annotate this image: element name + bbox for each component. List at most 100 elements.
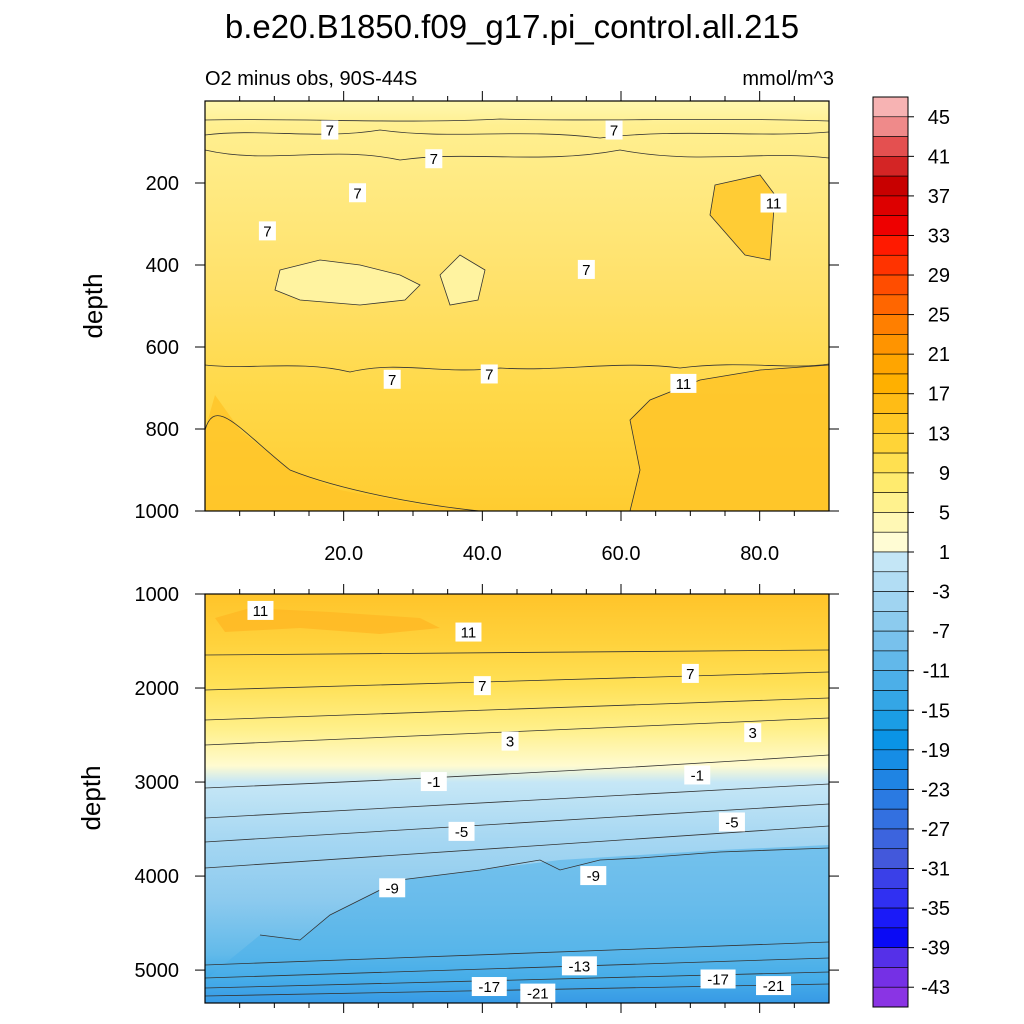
colorbar-box — [872, 769, 909, 790]
upper-contour-line-5 — [204, 415, 481, 512]
colorbar-box — [872, 433, 909, 454]
colorbar-box — [872, 156, 909, 177]
colorbar-box — [872, 531, 909, 553]
upper-contour-label: 7 — [430, 151, 438, 168]
colorbar-label: -39 — [921, 938, 950, 960]
colorbar-boxes — [872, 96, 909, 1008]
upper-contour-label: 7 — [485, 366, 493, 383]
lower-contour-label: 3 — [749, 725, 757, 742]
colorbar-box — [872, 927, 909, 948]
colorbar-label: -15 — [921, 700, 950, 722]
colorbar-box — [872, 848, 909, 869]
lower-panel: 11 11 7 7 3 3 -1 -1 -5 -5 -9 -9 -13 -17 -17 -21 -21 1000… — [76, 584, 839, 1013]
upper-contour-line-9 — [709, 174, 776, 261]
colorbar-box — [872, 709, 909, 731]
upper-x-tick-label: 40.0 — [463, 543, 502, 565]
upper-contour-label-box — [605, 120, 623, 140]
lower-contour-label-box — [455, 622, 482, 642]
lower-contour-label-box — [471, 977, 507, 997]
colorbar-label: 17 — [928, 384, 950, 406]
lower-contour-label: -17 — [478, 979, 500, 996]
colorbar-label: 21 — [928, 344, 950, 366]
upper-contour-labels: 7 7 7 7 7 11 7 7 7 11 — [258, 120, 787, 393]
lower-contour-label: -13 — [569, 958, 591, 975]
colorbar-box — [872, 195, 909, 216]
colorbar-box — [872, 215, 909, 236]
lower-contour-label-box — [718, 812, 745, 832]
lower-y-tick-label: 5000 — [135, 960, 180, 982]
colorbar-box — [872, 789, 909, 810]
colorbar-box — [872, 690, 909, 711]
colorbar-box — [872, 254, 909, 276]
lower-contour-line-5 — [204, 754, 830, 789]
colorbar-box — [872, 591, 909, 612]
lower-contour-label-box — [448, 821, 475, 841]
upper-contour-label-box — [321, 120, 339, 140]
lower-x-ticks — [239, 584, 795, 1013]
upper-x-ticks: 20.0 40.0 60.0 80.0 — [239, 91, 795, 565]
upper-x-tick-label: 20.0 — [324, 543, 363, 565]
upper-y-tick-label: 200 — [146, 173, 179, 195]
upper-x-tick-label: 60.0 — [602, 543, 641, 565]
lower-contour-label-box — [420, 772, 447, 792]
upper-contour-line-1 — [204, 118, 830, 122]
chart-title: b.e20.B1850.f09_g17.pi_control.all.215 — [225, 8, 799, 45]
upper-contour-label: 7 — [388, 372, 396, 389]
colorbar-label: -27 — [921, 819, 950, 841]
colorbar-label: -35 — [921, 898, 950, 920]
colorbar-box — [872, 808, 909, 830]
upper-y-tick-label: 1000 — [135, 501, 180, 523]
lower-contour-label-box — [520, 983, 556, 1003]
colorbar-label: 5 — [939, 502, 950, 524]
lower-contour-label: 3 — [506, 734, 514, 751]
upper-y-tick-label: 400 — [146, 255, 179, 277]
lower-contour-line-6 — [204, 783, 830, 819]
colorbar-label: 41 — [928, 146, 950, 168]
lower-contour-label: -5 — [725, 814, 738, 831]
upper-contour-line-7 — [274, 259, 421, 306]
colorbar-label: 9 — [939, 463, 950, 485]
upper-contour-label-box — [425, 149, 443, 169]
colorbar-label: -43 — [921, 977, 950, 999]
colorbar-box — [872, 749, 909, 770]
colorbar-label: -3 — [932, 582, 950, 604]
colorbar-box — [872, 729, 909, 751]
upper-y-tick-label: 800 — [146, 419, 179, 441]
colorbar-label: -11 — [923, 661, 950, 683]
subtitle-left: O2 minus obs, 90S-44S — [205, 68, 417, 90]
upper-warm-patch-left — [205, 395, 480, 511]
colorbar-label: -23 — [921, 779, 950, 801]
subtitle-right: mmol/m^3 — [742, 68, 834, 90]
colorbar-box — [872, 393, 909, 414]
upper-contour-label: 7 — [610, 123, 618, 140]
colorbar-box — [872, 314, 909, 335]
colorbar-box — [872, 512, 909, 533]
upper-contour-label-box — [258, 221, 276, 241]
upper-x-tick-label: 80.0 — [740, 543, 779, 565]
upper-contour-line-2 — [204, 129, 830, 139]
colorbar-box — [872, 630, 909, 652]
lower-contour-label: 7 — [686, 666, 694, 683]
lower-contour-line-2 — [204, 671, 830, 691]
colorbar-box — [872, 947, 909, 968]
lower-contour-label: -1 — [691, 767, 704, 784]
lower-contour-line-1 — [204, 649, 830, 656]
lower-y-tick-label: 1000 — [135, 584, 180, 606]
lower-contour-label-box — [744, 723, 762, 743]
colorbar-box — [872, 116, 909, 137]
colorbar-box — [872, 353, 909, 375]
colorbar-label: -31 — [921, 859, 950, 881]
colorbar-box — [872, 670, 909, 691]
lower-contour-label-box — [684, 765, 711, 785]
lower-contour-label: -9 — [386, 880, 399, 897]
colorbar-box — [872, 868, 909, 889]
lower-contour-labels: 11 11 7 7 3 3 -1 -1 -5 -5 -9 -9 -13 -17 -17 -21 -21 — [247, 600, 792, 1003]
colorbar-label: 13 — [928, 423, 950, 445]
upper-contour-label: 7 — [326, 123, 334, 140]
lower-contour-line-3 — [204, 697, 830, 721]
lower-contour-label-box — [580, 866, 607, 886]
colorbar-label: -19 — [921, 740, 950, 762]
lower-y-ticks: 1000 2000 3000 4000 5000 — [135, 584, 839, 982]
lower-contour-label-box — [501, 731, 519, 751]
upper-panel: 7 7 7 7 7 11 7 7 7 11 200 400 600 800 1000 20.0 40.0 60… — [78, 91, 839, 565]
